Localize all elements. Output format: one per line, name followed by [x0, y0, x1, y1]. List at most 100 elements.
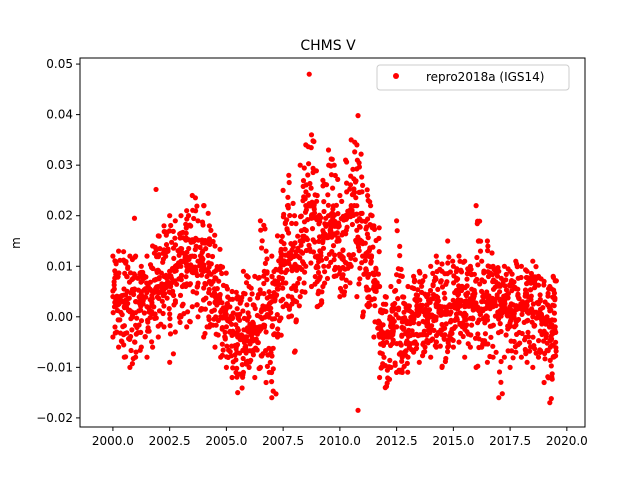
data-point [250, 319, 256, 325]
x-tick-label: 2005.0 [205, 434, 247, 448]
data-point [179, 303, 185, 309]
data-point [484, 238, 490, 244]
data-point [439, 268, 445, 274]
data-point [152, 311, 158, 317]
data-point [401, 309, 407, 315]
data-point [343, 283, 349, 290]
data-point [475, 331, 481, 337]
data-point [456, 339, 462, 345]
data-point [219, 270, 225, 277]
data-point [218, 354, 224, 360]
data-point [117, 257, 123, 263]
data-point [212, 232, 218, 238]
data-point [198, 307, 204, 313]
legend-marker [393, 73, 399, 79]
data-point [274, 278, 281, 284]
data-point [280, 296, 286, 302]
data-point [359, 189, 365, 195]
data-point [167, 213, 173, 219]
x-tick-label: 2017.5 [489, 434, 531, 448]
data-point [257, 314, 263, 320]
data-point [116, 344, 122, 350]
data-point [524, 268, 530, 274]
data-point [209, 308, 215, 314]
data-point [416, 309, 422, 315]
data-point [499, 391, 505, 397]
data-point [206, 223, 212, 229]
data-point [429, 323, 435, 329]
data-point [348, 255, 354, 261]
data-point [445, 260, 451, 266]
data-point [269, 379, 275, 385]
data-point [230, 310, 236, 316]
data-point [352, 149, 358, 155]
data-point [510, 355, 516, 361]
data-point [434, 259, 440, 265]
data-point [316, 238, 322, 244]
data-point [172, 235, 178, 241]
data-point-outlier [153, 186, 159, 193]
data-point [553, 329, 559, 335]
data-point [399, 358, 405, 364]
data-point [524, 359, 530, 365]
data-point [509, 348, 515, 354]
data-point [280, 285, 286, 291]
data-point [297, 294, 303, 300]
data-point [503, 271, 509, 277]
data-point [348, 203, 354, 209]
data-point [368, 212, 374, 218]
data-point [481, 268, 487, 274]
data-point [110, 310, 116, 316]
x-tick-label: 2020.0 [546, 434, 588, 448]
data-point-outlier [131, 215, 138, 221]
data-point [475, 320, 481, 326]
data-point [199, 219, 206, 225]
data-point [490, 354, 496, 360]
data-point [338, 216, 344, 222]
data-point [507, 309, 513, 315]
data-point [240, 334, 246, 340]
data-point [258, 308, 264, 315]
data-point [240, 268, 246, 274]
data-point [450, 258, 456, 264]
data-point [117, 317, 123, 323]
data-point [388, 364, 394, 370]
data-point [332, 252, 338, 258]
data-point [496, 369, 503, 375]
data-point [287, 212, 293, 219]
data-point [496, 309, 502, 315]
data-point [339, 275, 345, 281]
data-point [497, 296, 503, 302]
data-point [456, 253, 462, 259]
data-point [174, 281, 180, 287]
data-point [485, 248, 491, 254]
data-point [399, 273, 405, 279]
data-point [247, 296, 253, 302]
data-point [490, 343, 496, 349]
data-point [347, 182, 354, 188]
data-point [362, 218, 369, 224]
data-point [552, 278, 558, 284]
data-point [335, 176, 341, 182]
data-point [218, 309, 224, 315]
data-point [314, 304, 320, 310]
data-point [289, 220, 295, 226]
data-point [150, 243, 156, 249]
data-point [291, 263, 298, 269]
data-point [192, 268, 198, 274]
data-point [355, 244, 362, 250]
data-point [310, 201, 316, 207]
data-point [138, 329, 144, 335]
data-point [450, 263, 456, 269]
data-point [366, 287, 372, 293]
data-point [132, 339, 138, 345]
data-point [394, 369, 400, 375]
data-point [542, 356, 548, 362]
data-point [429, 336, 436, 342]
data-point [213, 298, 219, 305]
data-point [498, 358, 504, 365]
data-point [481, 340, 487, 346]
data-point [470, 315, 476, 321]
data-point [276, 318, 282, 324]
data-point [550, 273, 556, 279]
